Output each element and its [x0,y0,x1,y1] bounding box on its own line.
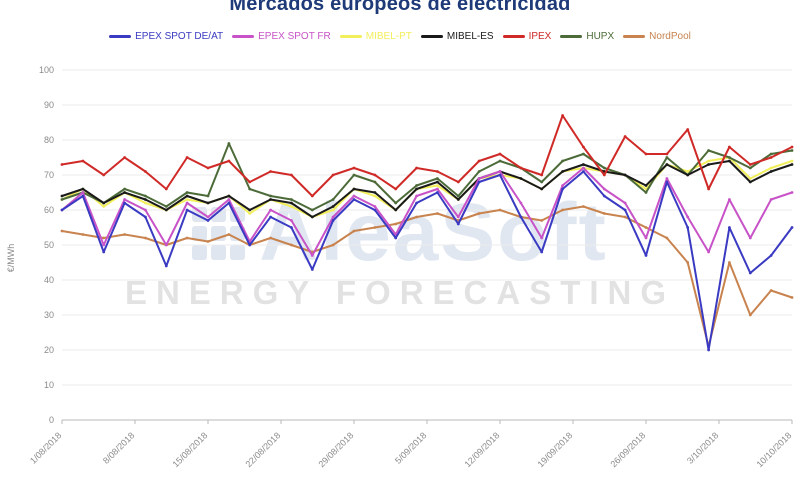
y-axis-tick-70: 70 [44,170,54,180]
legend-swatch-ipex [502,35,525,38]
legend-swatch-epex-spot-de-at [109,35,132,38]
y-axis-tick-0: 0 [49,415,54,425]
x-axis-tick-10-10-2018: 10/10/2018 [754,430,793,469]
y-axis-tick-40: 40 [44,275,54,285]
legend-label-mibel-es: MIBEL-ES [446,31,494,42]
x-axis-tick-22-08-2018: 22/08/2018 [243,430,282,469]
y-axis-tick-10: 10 [44,380,54,390]
legend-item-ipex[interactable]: IPEX [502,31,552,42]
y-axis-tick-50: 50 [44,240,54,250]
y-axis-tick-20: 20 [44,345,54,355]
legend-item-mibel-pt[interactable]: MIBEL-PT [339,31,412,42]
legend-swatch-epex-spot-fr [232,35,255,38]
series-line-mibel-es [61,160,793,218]
legend-item-epex-spot-fr[interactable]: EPEX SPOT FR [232,31,331,42]
y-axis-tick-60: 60 [44,205,54,215]
x-axis-tick-19-09-2018: 19/09/2018 [535,430,574,469]
legend-item-epex-spot-de-at[interactable]: EPEX SPOT DE/AT [109,31,223,42]
x-axis-tick-5-09-2018: 5/09/2018 [393,430,428,465]
x-axis-tick-1-08-2018: 1/08/2018 [28,430,63,465]
series-line-hupx [61,142,793,211]
y-axis-tick-80: 80 [44,135,54,145]
x-axis-tick-26-09-2018: 26/09/2018 [608,430,647,469]
series-line-epex-spot-fr [61,167,793,257]
y-axis-tick-30: 30 [44,310,54,320]
legend-item-hupx[interactable]: HUPX [560,31,614,42]
series-line-ipex [61,114,793,197]
y-axis-unit-label: €/MWh [6,244,16,273]
chart-title: Mercados europeos de electricidad [229,0,571,15]
legend-label-epex-spot-de-at: EPEX SPOT DE/AT [135,31,224,42]
series-line-epex-spot-de-at [61,170,793,351]
legend-item-nordpool[interactable]: NordPool [623,31,691,42]
legend-label-mibel-pt: MIBEL-PT [365,31,412,42]
legend-label-ipex: IPEX [528,31,552,42]
legend-label-hupx: HUPX [586,31,615,42]
legend-swatch-mibel-pt [339,35,362,38]
legend-swatch-hupx [560,35,583,38]
legend-swatch-mibel-es [420,35,443,38]
legend-item-mibel-es[interactable]: MIBEL-ES [420,31,494,42]
chart-legend: EPEX SPOT DE/AT EPEX SPOT FR MIBEL-PT MI… [0,31,800,42]
x-axis-tick-12-09-2018: 12/09/2018 [462,430,501,469]
x-axis-tick-15-08-2018: 15/08/2018 [170,430,209,469]
x-axis-tick-29-08-2018: 29/08/2018 [316,430,355,469]
series-line-nordpool [61,205,793,348]
legend-swatch-nordpool [623,35,646,38]
legend-label-epex-spot-fr: EPEX SPOT FR [258,31,331,42]
y-axis-tick-90: 90 [44,100,54,110]
x-axis-tick-8-08-2018: 8/08/2018 [101,430,136,465]
legend-label-nordpool: NordPool [649,31,691,42]
x-axis-tick-3-10-2018: 3/10/2018 [685,430,720,465]
y-axis-tick-100: 100 [39,65,54,75]
